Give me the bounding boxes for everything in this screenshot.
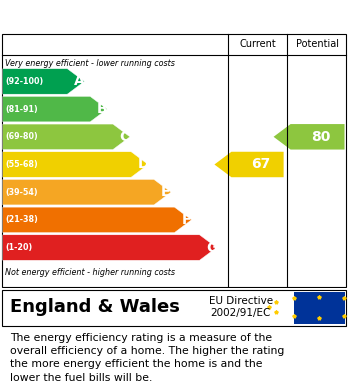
Text: Current: Current bbox=[239, 39, 276, 49]
Text: B: B bbox=[97, 102, 107, 116]
Text: EU Directive
2002/91/EC: EU Directive 2002/91/EC bbox=[209, 296, 273, 318]
Polygon shape bbox=[3, 69, 84, 94]
Text: (21-38): (21-38) bbox=[5, 215, 38, 224]
Polygon shape bbox=[274, 124, 345, 149]
Text: E: E bbox=[161, 185, 171, 199]
Text: The energy efficiency rating is a measure of the
overall efficiency of a home. T: The energy efficiency rating is a measur… bbox=[10, 333, 285, 383]
Bar bbox=[294, 292, 345, 324]
Text: (39-54): (39-54) bbox=[5, 188, 38, 197]
Text: (55-68): (55-68) bbox=[5, 160, 38, 169]
Polygon shape bbox=[3, 207, 191, 233]
Text: Potential: Potential bbox=[296, 39, 339, 49]
Polygon shape bbox=[3, 235, 216, 260]
Text: 80: 80 bbox=[311, 130, 331, 144]
Polygon shape bbox=[3, 97, 107, 122]
Polygon shape bbox=[3, 152, 148, 177]
Text: A: A bbox=[74, 74, 85, 88]
Polygon shape bbox=[3, 179, 171, 205]
Text: D: D bbox=[137, 158, 149, 172]
Text: 67: 67 bbox=[251, 158, 271, 172]
Text: Not energy efficient - higher running costs: Not energy efficient - higher running co… bbox=[5, 268, 175, 277]
Text: G: G bbox=[206, 240, 217, 255]
Text: C: C bbox=[120, 130, 130, 144]
Polygon shape bbox=[3, 124, 130, 149]
Text: F: F bbox=[182, 213, 191, 227]
Text: (1-20): (1-20) bbox=[5, 243, 32, 252]
Text: England & Wales: England & Wales bbox=[10, 298, 180, 316]
Polygon shape bbox=[214, 152, 284, 177]
Text: Very energy efficient - lower running costs: Very energy efficient - lower running co… bbox=[5, 59, 175, 68]
Text: Energy Efficiency Rating: Energy Efficiency Rating bbox=[10, 9, 220, 24]
Text: (69-80): (69-80) bbox=[5, 132, 38, 141]
Text: (81-91): (81-91) bbox=[5, 105, 38, 114]
Text: (92-100): (92-100) bbox=[5, 77, 44, 86]
